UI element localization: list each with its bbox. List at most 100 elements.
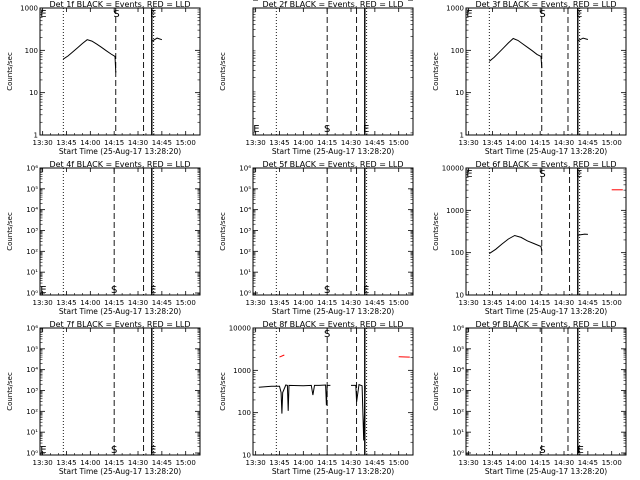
y-tick-label: 10³ — [26, 227, 38, 235]
events-series-line — [258, 383, 366, 441]
y-tick-label: 10000 — [229, 325, 251, 333]
y-tick-label: 10000 — [442, 165, 464, 173]
events-series-line — [488, 37, 589, 69]
y-axis-label: Counts/sec — [219, 212, 227, 251]
end-marker: E — [150, 9, 156, 20]
x-tick-label: 13:45 — [269, 139, 289, 147]
y-tick-label: 10⁶ — [239, 165, 251, 173]
y-axis-label: Counts/sec — [432, 52, 440, 91]
y-tick-label: 10⁵ — [26, 345, 38, 353]
y-tick-label: 10¹ — [26, 269, 38, 277]
plot-frame — [39, 327, 201, 456]
y-tick-label: 10¹ — [26, 429, 38, 437]
end-marker: E — [466, 9, 472, 20]
y-tick-label: 10² — [26, 248, 38, 256]
plot-frame — [465, 7, 627, 136]
x-tick-label: 14:45 — [578, 139, 598, 147]
x-tick-label: 13:30 — [459, 459, 479, 467]
x-tick-label: 14:30 — [554, 459, 574, 467]
end-marker: E — [576, 169, 582, 180]
x-tick-label: 14:45 — [152, 299, 172, 307]
x-tick-label: 14:30 — [554, 139, 574, 147]
x-axis-label: Start Time (25-Aug-17 13:28:20) — [485, 307, 607, 316]
plot-frame — [252, 327, 414, 456]
x-tick-label: 13:45 — [56, 299, 76, 307]
x-tick-label: 13:45 — [56, 459, 76, 467]
x-tick-label: 14:45 — [365, 299, 385, 307]
y-tick-label: 1000 — [446, 5, 464, 13]
y-tick-label: 10³ — [452, 387, 464, 395]
panel-title: Det 7f BLACK = Events, RED = LLD — [49, 320, 190, 329]
x-tick-label: 15:00 — [602, 459, 622, 467]
x-tick-label: 14:15 — [104, 139, 124, 147]
y-tick-label: 10 — [29, 89, 38, 97]
y-tick-label: 10⁰ — [239, 0, 251, 2]
y-tick-label: 10³ — [239, 227, 251, 235]
x-axis-label: Start Time (25-Aug-17 13:28:20) — [485, 147, 607, 156]
x-tick-label: 14:00 — [293, 139, 313, 147]
x-tick-label: 13:45 — [269, 299, 289, 307]
end-marker: E — [150, 445, 156, 456]
x-axis-label: Start Time (25-Aug-17 13:28:20) — [272, 307, 394, 316]
y-tick-label: 10³ — [26, 387, 38, 395]
x-tick-label: 15:00 — [602, 139, 622, 147]
x-tick-label: 14:00 — [80, 299, 100, 307]
x-tick-label: 14:30 — [128, 299, 148, 307]
y-tick-label: 100 — [451, 47, 464, 55]
x-tick-label: 14:15 — [530, 139, 550, 147]
x-tick-label: 14:30 — [341, 139, 361, 147]
x-axis-label: Start Time (25-Aug-17 13:28:20) — [272, 147, 394, 156]
y-tick-label: 100 — [451, 249, 464, 257]
y-tick-label: 100 — [238, 409, 251, 417]
y-tick-label: 10 — [455, 89, 464, 97]
x-tick-label: 13:30 — [246, 299, 266, 307]
y-tick-label: 10² — [452, 408, 464, 416]
y-tick-label: 10 — [455, 292, 464, 300]
x-tick-label: 14:00 — [506, 299, 526, 307]
x-tick-label: 13:45 — [482, 459, 502, 467]
plot-frame — [39, 7, 201, 136]
plot-frame — [39, 167, 201, 296]
x-tick-label: 14:15 — [104, 299, 124, 307]
x-axis-label: Start Time (25-Aug-17 13:28:20) — [485, 467, 607, 476]
panel-3: Det 3f BLACK = Events, RED = LLD Counts/s… — [432, 0, 627, 156]
x-tick-label: 14:45 — [365, 459, 385, 467]
y-tick-label: 10⁰ — [452, 449, 464, 457]
x-tick-label: 14:15 — [317, 459, 337, 467]
x-tick-label: 14:45 — [152, 459, 172, 467]
y-tick-label: 10 — [242, 452, 251, 460]
y-tick-label: 10⁴ — [26, 366, 38, 374]
x-tick-label: 14:30 — [341, 299, 361, 307]
y-tick-label: 10⁴ — [26, 206, 38, 214]
x-tick-label: 14:15 — [104, 459, 124, 467]
start-marker: S — [111, 285, 117, 296]
x-tick-label: 14:00 — [293, 459, 313, 467]
panel-1: Det 1f BLACK = Events, RED = LLD Counts/s… — [6, 0, 201, 156]
y-tick-label: 10¹ — [239, 269, 251, 277]
x-tick-label: 15:00 — [602, 299, 622, 307]
x-tick-label: 14:45 — [578, 299, 598, 307]
x-tick-label: 13:30 — [33, 459, 53, 467]
y-tick-label: 10⁵ — [26, 185, 38, 193]
x-axis-label: Start Time (25-Aug-17 13:28:20) — [59, 307, 181, 316]
end-marker: E — [466, 169, 472, 180]
start-marker: S — [324, 329, 330, 340]
end-marker: E — [40, 285, 46, 296]
panel-6: Det 6f BLACK = Events, RED = LLD Counts/s… — [432, 160, 627, 316]
y-axis-label: Counts/sec — [219, 52, 227, 91]
panel-4: Det 4f BLACK = Events, RED = LLD Counts/s… — [6, 160, 201, 316]
x-tick-label: 14:00 — [80, 459, 100, 467]
y-tick-label: 10² — [239, 248, 251, 256]
x-tick-label: 15:00 — [389, 299, 409, 307]
x-tick-label: 15:00 — [389, 139, 409, 147]
end-marker: E — [363, 285, 369, 296]
end-marker: E — [363, 124, 369, 135]
x-tick-label: 14:00 — [293, 299, 313, 307]
plot-frame — [465, 167, 627, 296]
y-axis-label: Counts/sec — [6, 212, 14, 251]
y-tick-label: 10⁰ — [26, 289, 38, 297]
y-axis-label: Counts/sec — [219, 372, 227, 411]
x-tick-label: 13:45 — [56, 139, 76, 147]
y-tick-label: 100 — [25, 47, 38, 55]
